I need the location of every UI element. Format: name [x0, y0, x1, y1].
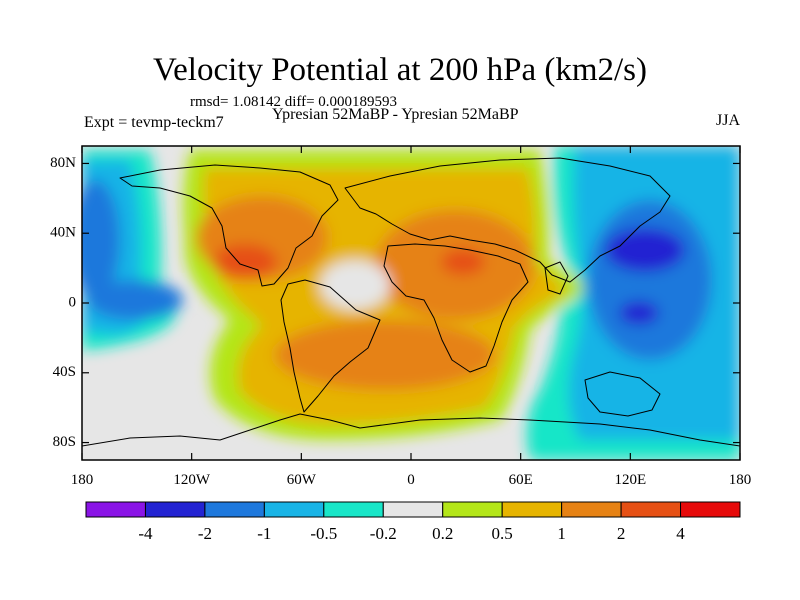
coastline-australia — [584, 371, 661, 417]
colorbar-level-label: 0.5 — [492, 524, 513, 543]
colorbar-level-label: 0.2 — [432, 524, 453, 543]
coastline-antarctica — [82, 413, 740, 447]
lon-tick-label: 60E — [509, 472, 533, 488]
colorbar-level-label: -1 — [257, 524, 271, 543]
lon-tick-label: 0 — [407, 472, 415, 488]
colorbar: -4 -2 -1 -0.5 -0.2 0.2 0.5 1 2 4 — [85, 501, 741, 543]
colorbar-swatch — [620, 501, 682, 518]
negative-center-central-pacific — [87, 280, 183, 320]
negative-region-northwest — [82, 180, 120, 300]
lon-tick-label: 120E — [614, 472, 646, 488]
velocity-potential-field — [82, 146, 740, 460]
season-label: JJA — [715, 112, 740, 129]
rmsd-diff-stats: rmsd= 1.08142 diff= 0.000189593 — [190, 94, 398, 110]
lon-tick-label: 180 — [729, 472, 752, 488]
negative-region-east-1 — [588, 200, 712, 360]
neutral-hole-equatorial-atlantic — [320, 260, 390, 310]
coastline-europe-asia — [344, 157, 671, 283]
colorbar-swatch — [382, 501, 444, 518]
colorbar-swatch — [204, 501, 265, 518]
colorbar-swatch — [85, 501, 146, 518]
coastlines — [82, 157, 740, 447]
negative-center-west-pacific — [605, 228, 685, 272]
lat-tick-label: 40S — [53, 364, 76, 380]
positive-center-north-africa-2 — [441, 249, 485, 275]
colorbar-swatch — [442, 501, 503, 518]
lat-tick-label: 80N — [50, 155, 76, 171]
colorbar-level-label: 2 — [617, 524, 626, 543]
colorbar-swatch — [323, 501, 384, 518]
latitude-axis: 80N 40N 0 40S 80S — [50, 155, 740, 450]
coastline-india — [544, 261, 569, 295]
colorbar-level-label: 4 — [676, 524, 685, 543]
positive-lobe-south-atlantic — [275, 320, 495, 390]
negative-center-maritime — [619, 301, 659, 325]
positive-center-east-pacific-2 — [213, 244, 277, 280]
colorbar-swatch — [501, 501, 563, 518]
colorbar-level-label: -4 — [138, 524, 153, 543]
lon-tick-label: 180 — [71, 472, 94, 488]
coastline-africa — [383, 243, 529, 373]
colorbar-level-label: 1 — [557, 524, 566, 543]
colorbar-swatch — [561, 501, 622, 518]
plot-title: Velocity Potential at 200 hPa (km2/s) — [152, 52, 648, 88]
lat-tick-label: 0 — [69, 294, 77, 310]
experiment-comparison-subtitle: Ypresian 52MaBP - Ypresian 52MaBP — [272, 106, 519, 123]
colorbar-swatch — [680, 501, 741, 518]
experiment-label: Expt = tevmp-teckm7 — [84, 114, 224, 131]
colorbar-level-label: -2 — [198, 524, 212, 543]
lon-tick-label: 120W — [173, 472, 211, 488]
colorbar-swatch — [144, 501, 206, 518]
longitude-axis: 180 120W 60W 0 60E 120E 180 — [71, 146, 752, 488]
lat-tick-label: 40N — [50, 225, 76, 241]
colorbar-level-label: -0.2 — [370, 524, 397, 543]
colorbar-swatch — [263, 501, 325, 518]
lat-tick-label: 80S — [53, 434, 76, 450]
coastline-north-america — [119, 164, 339, 287]
colorbar-level-label: -0.5 — [310, 524, 337, 543]
lon-tick-label: 60W — [287, 472, 317, 488]
coastline-south-america — [280, 279, 381, 413]
